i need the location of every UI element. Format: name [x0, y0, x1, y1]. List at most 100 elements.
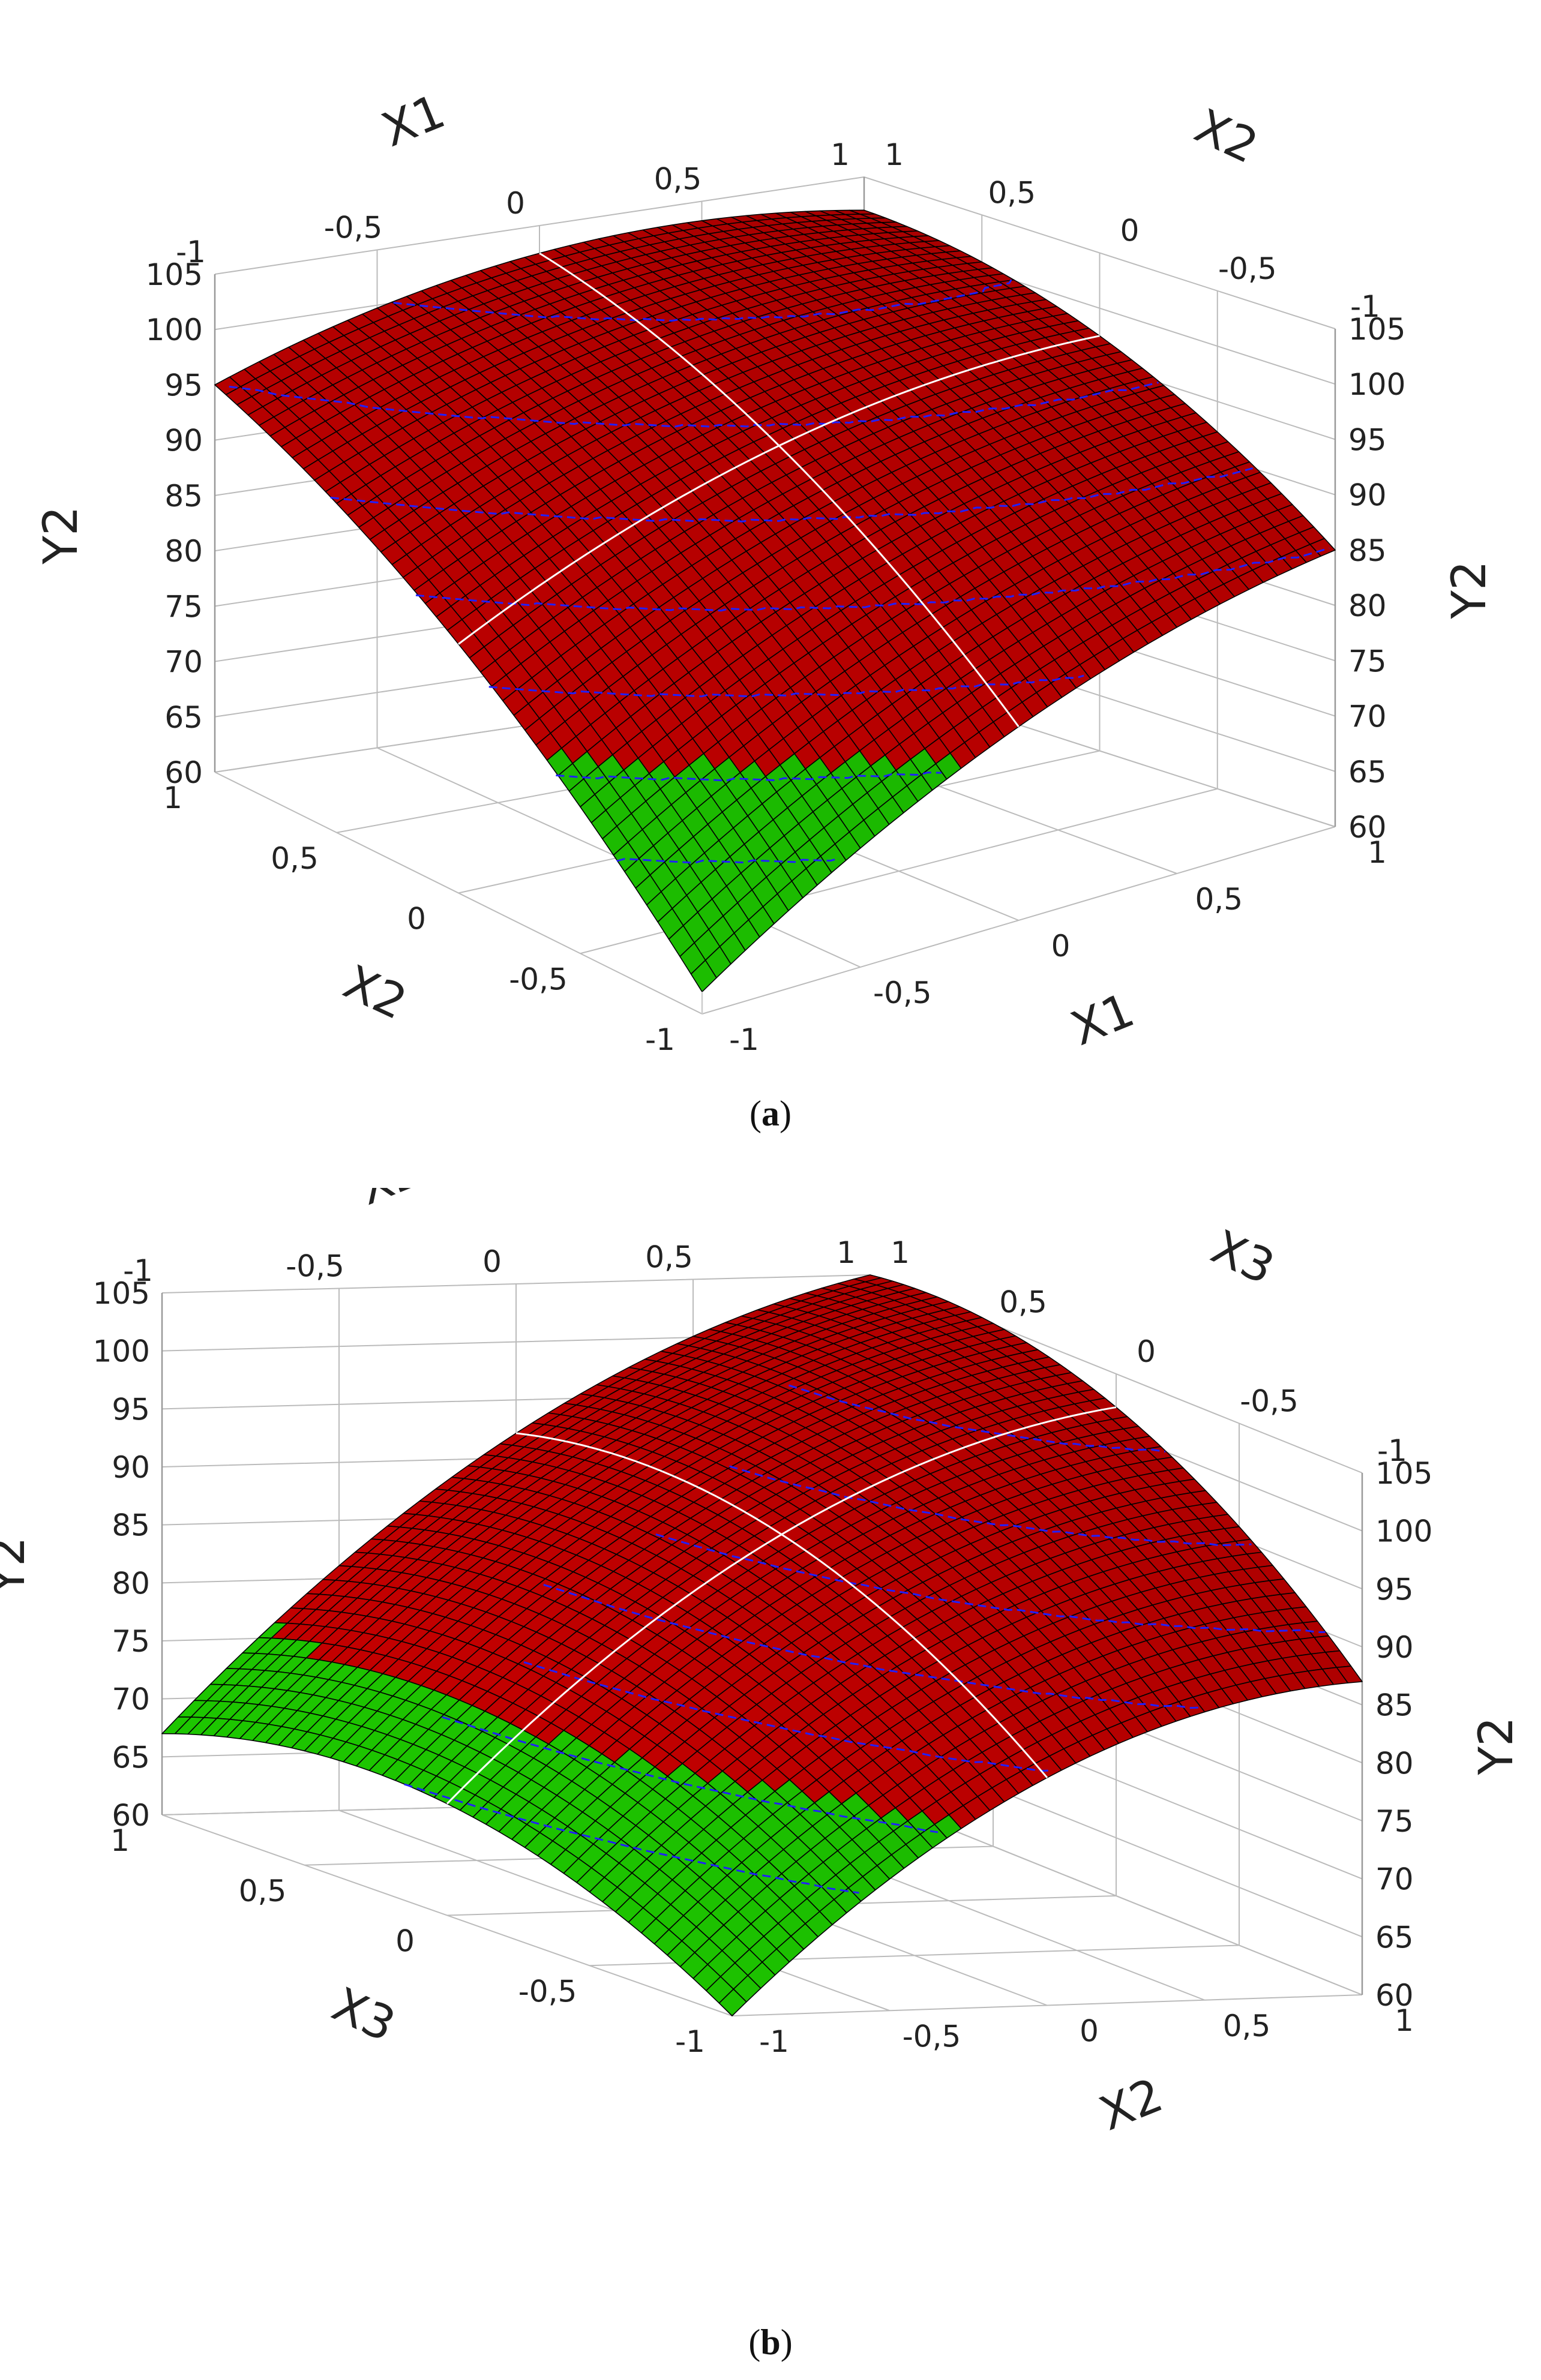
- z-tick-label-left: 60: [112, 1798, 150, 1833]
- contour-line: [229, 382, 1159, 428]
- y-tick-label-top: 1: [885, 137, 904, 172]
- x-tick-label: 0: [1080, 2014, 1099, 2049]
- z-tick-label-left: 85: [112, 1508, 150, 1543]
- z-tick-label-right: 80: [1348, 589, 1387, 623]
- y-tick-label: 0: [395, 1924, 415, 1959]
- x-tick-label: -0,5: [903, 2019, 961, 2054]
- z-tick-label-right: 105: [1348, 312, 1405, 347]
- z-tick-label-right: 85: [1348, 533, 1387, 568]
- y-tick-label-top: 0,5: [999, 1285, 1047, 1320]
- x-tick-label-top: 0,5: [654, 162, 702, 197]
- z-tick-label-right: 95: [1375, 1572, 1414, 1607]
- center-line: [515, 1432, 1048, 1779]
- z-tick-label-right: 70: [1348, 700, 1387, 734]
- x-tick-label: 0: [1051, 929, 1071, 964]
- response-surface: [214, 209, 1336, 992]
- x-tick-label: 0,5: [1223, 2009, 1271, 2043]
- z-tick-label-left: 80: [164, 534, 203, 569]
- x-tick-label: 0,5: [1195, 882, 1243, 917]
- center-line: [539, 252, 1020, 728]
- y-tick-label: -1: [675, 2024, 705, 2059]
- x-axis-title-top: X2: [352, 1188, 429, 1216]
- contour-line: [330, 467, 1254, 523]
- x-tick-label-top: 0,5: [645, 1240, 693, 1275]
- tick-labels: -1-1-0,5-0,5000,50,511-1-1-0,5-0,5000,50…: [93, 1235, 1433, 2059]
- z-tick-label-left: 70: [112, 1682, 150, 1717]
- chart-panel-b: -1 -1 -0,5 -0,5 0 0 0,5 0,5 1 1 -1 -1 -0,5 -0,5 0 0 0,5 0…: [0, 1188, 1541, 2380]
- z-tick-label-left: 90: [112, 1450, 150, 1485]
- contour-line: [488, 674, 1084, 698]
- x-tick-label: 1: [1395, 2003, 1414, 2038]
- x-tick-label: -0,5: [873, 976, 932, 1010]
- z-tick-label-right: 85: [1375, 1688, 1414, 1723]
- surface-plot-b: -1-1-0,5-0,5000,50,511-1-1-0,5-0,5000,50…: [0, 1188, 1524, 2141]
- z-tick-label-right: 80: [1375, 1746, 1414, 1781]
- contour-line: [788, 1384, 1166, 1453]
- z-tick-label-right: 75: [1348, 644, 1387, 679]
- y-tick-label: 0,5: [239, 1874, 287, 1908]
- contour-line: [393, 279, 1012, 322]
- x-tick-label: 1: [1368, 835, 1387, 870]
- z-tick-label-right: 65: [1375, 1920, 1414, 1955]
- z-axis-title-right: Y2: [1470, 1716, 1524, 1775]
- y-tick-label: -1: [645, 1022, 675, 1057]
- tick-labels: -1-1-0,5-0,5000,50,511-1-1-0,5-0,5000,50…: [146, 137, 1406, 1057]
- x-axis-title: X2: [1093, 2068, 1170, 2141]
- center-lines: [458, 252, 1100, 728]
- contour-line: [556, 772, 942, 782]
- contour-line: [543, 1584, 1198, 1709]
- x-tick-label-top: 1: [837, 1235, 856, 1270]
- contour-lines: [404, 1384, 1326, 1894]
- y-tick-label-top: 0: [1120, 214, 1140, 248]
- response-surface: [161, 1274, 1363, 2016]
- y-axis-title-top: X3: [1203, 1220, 1282, 1295]
- y-axis-title: X3: [324, 1977, 403, 2052]
- z-tick-label-right: 60: [1348, 810, 1387, 845]
- z-tick-label-right: 60: [1375, 1978, 1414, 2013]
- x-axis-title-top: X1: [375, 85, 452, 158]
- y-tick-label: 0: [407, 902, 426, 937]
- y-tick-label: 1: [163, 781, 182, 815]
- z-tick-label-left: 85: [164, 479, 203, 514]
- z-tick-label-right: 90: [1348, 478, 1387, 513]
- y-tick-label: 1: [110, 1823, 130, 1858]
- chart-panel-a: -1 -1 -0,5 -0,5 0 0 0,5 0,5 1 1 -1 -1 -0,5 -0,5 0 0 0,5 0…: [0, 0, 1541, 1188]
- caption-a: (a): [749, 1094, 792, 1133]
- y-tick-label-top: -1: [1377, 1433, 1407, 1468]
- y-tick-label-top: -1: [1350, 289, 1380, 324]
- y-tick-label-top: -0,5: [1240, 1384, 1299, 1419]
- z-tick-label-left: 95: [112, 1392, 150, 1427]
- contour-line: [616, 857, 839, 864]
- x-tick-label-top: -0,5: [286, 1249, 344, 1284]
- x-tick-label-top: -1: [123, 1253, 153, 1288]
- z-tick-label-left: 75: [164, 589, 203, 624]
- z-tick-label-left: 75: [112, 1624, 150, 1659]
- z-axis-title-right: Y2: [1443, 560, 1497, 619]
- x-tick-label: -1: [729, 1022, 759, 1057]
- surface-plot-a: -1-1-0,5-0,5000,50,511-1-1-0,5-0,5000,50…: [34, 85, 1497, 1057]
- y-tick-label: 0,5: [271, 841, 319, 876]
- z-tick-label-left: 65: [112, 1740, 150, 1775]
- caption-b-letter: b: [760, 2322, 781, 2362]
- y-tick-label-top: -0,5: [1218, 251, 1277, 286]
- caption-a-letter: a: [761, 1094, 780, 1133]
- z-tick-label-left: 100: [146, 313, 203, 347]
- z-tick-label-left: 90: [164, 424, 203, 458]
- contour-line: [729, 1465, 1252, 1547]
- z-axis-title-left: Y2: [0, 1536, 35, 1595]
- z-tick-label-left: 105: [146, 257, 203, 292]
- surface-cell: [718, 1988, 747, 2016]
- y-tick-label-top: 0,5: [988, 175, 1036, 210]
- z-tick-label-right: 70: [1375, 1862, 1414, 1897]
- x-tick-label-top: -1: [176, 235, 206, 269]
- center-lines: [446, 1406, 1117, 1805]
- caption-b: (b): [748, 2322, 793, 2362]
- z-tick-label-right: 90: [1375, 1630, 1414, 1665]
- contour-line: [523, 1661, 1049, 1772]
- z-tick-label-right: 75: [1375, 1804, 1414, 1839]
- z-tick-label-left: 95: [164, 368, 203, 403]
- surface-cell: [690, 959, 717, 992]
- z-axis-title-left: Y2: [34, 506, 88, 565]
- z-tick-label-left: 80: [112, 1566, 150, 1601]
- x-axis-title: X1: [1064, 983, 1141, 1057]
